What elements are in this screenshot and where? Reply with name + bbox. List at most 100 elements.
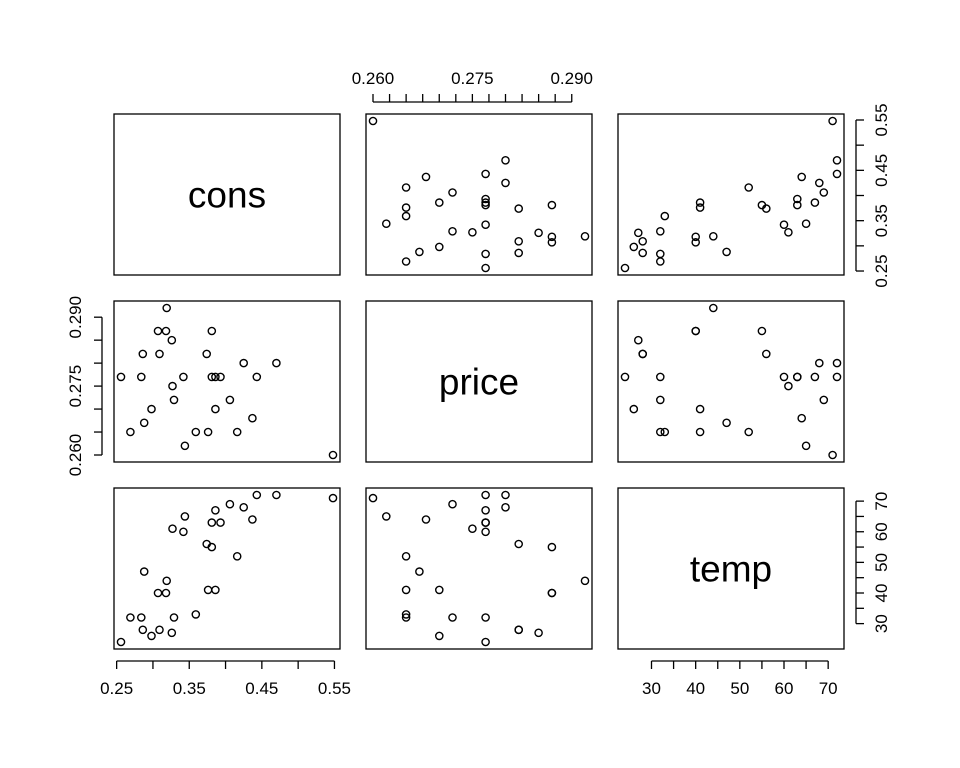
data-point-price-vs-cons-18 [211, 372, 220, 382]
data-point-price-vs-temp-19 [779, 372, 789, 382]
data-point-price-vs-cons-13 [161, 326, 171, 336]
data-point-cons-vs-price-17 [481, 169, 490, 179]
data-point-cons-vs-price-0 [434, 198, 444, 207]
data-point-cons-vs-temp-0 [695, 198, 705, 207]
data-point-price-vs-cons-10 [138, 349, 148, 359]
data-point-cons-vs-price-23 [534, 228, 543, 238]
panel-price-cons [113, 300, 341, 463]
data-point-temp-vs-cons-28 [248, 515, 257, 524]
data-point-price-vs-cons-14 [207, 326, 217, 336]
data-point-temp-vs-cons-16 [272, 490, 281, 500]
data-point-price-vs-temp-26 [695, 427, 705, 437]
data-point-price-vs-temp-16 [832, 358, 842, 368]
tick-label-left-price-0: 0.260 [66, 434, 85, 477]
data-point-cons-vs-price-5 [381, 219, 391, 228]
data-point-temp-vs-cons-4 [225, 499, 235, 509]
data-point-temp-vs-price-16 [501, 490, 510, 500]
data-point-price-vs-temp-28 [797, 413, 807, 423]
panel-temp-cons [113, 487, 341, 650]
data-point-price-vs-cons-20 [162, 303, 171, 313]
tick-label-bottom-temp-4: 70 [819, 679, 838, 698]
data-point-cons-vs-price-21 [547, 237, 557, 247]
data-point-cons-vs-price-27 [401, 183, 411, 192]
data-point-cons-vs-temp-23 [634, 228, 643, 238]
data-point-temp-vs-cons-8 [126, 613, 135, 622]
tick-label-bottom-temp-1: 40 [686, 679, 705, 698]
data-point-temp-vs-price-3 [501, 502, 510, 512]
data-point-temp-vs-price-27 [401, 552, 411, 561]
data-point-cons-vs-temp-21 [691, 237, 701, 247]
data-point-cons-vs-price-7 [415, 247, 424, 257]
data-point-price-vs-cons-3 [239, 358, 248, 368]
tick-label-top-price-1: 0.275 [451, 69, 494, 88]
data-point-price-vs-temp-27 [744, 427, 754, 437]
data-point-cons-vs-price-4 [448, 188, 457, 197]
data-point-temp-vs-cons-23 [167, 628, 177, 638]
data-point-cons-vs-temp-14 [757, 200, 767, 210]
data-point-temp-vs-price-19 [481, 527, 490, 537]
data-point-temp-vs-cons-14 [207, 542, 217, 552]
data-point-temp-vs-price-0 [434, 585, 444, 595]
data-point-temp-vs-price-4 [448, 499, 457, 509]
data-point-temp-vs-cons-19 [179, 527, 188, 537]
data-point-temp-vs-price-23 [534, 628, 543, 638]
data-point-price-vs-cons-9 [116, 372, 126, 382]
data-point-price-vs-cons-28 [248, 413, 257, 423]
data-point-temp-vs-price-25 [401, 610, 411, 619]
data-point-cons-vs-price-16 [501, 155, 510, 165]
data-point-cons-vs-price-12 [448, 226, 457, 236]
data-point-cons-vs-temp-20 [709, 231, 718, 241]
data-point-price-vs-cons-22 [136, 372, 146, 382]
data-point-temp-vs-cons-12 [169, 613, 179, 622]
data-point-temp-vs-price-29 [368, 493, 378, 503]
data-point-temp-vs-cons-2 [216, 518, 225, 527]
data-point-cons-vs-temp-5 [801, 219, 811, 228]
variable-label-temp: temp [690, 549, 772, 590]
data-point-price-vs-cons-1 [202, 349, 211, 359]
panel-temp-price [365, 487, 593, 650]
data-point-cons-vs-price-1 [514, 204, 524, 213]
data-point-price-vs-cons-17 [252, 372, 262, 382]
data-point-cons-vs-price-19 [481, 220, 490, 229]
data-point-cons-vs-price-25 [401, 211, 411, 221]
data-point-cons-vs-temp-9 [620, 263, 630, 273]
data-point-price-vs-cons-2 [216, 372, 225, 382]
data-point-price-vs-cons-16 [272, 358, 281, 368]
data-point-temp-vs-price-6 [468, 524, 477, 534]
data-point-temp-vs-price-15 [481, 518, 490, 527]
tick-label-bottom-temp-0: 30 [642, 679, 661, 698]
data-point-cons-vs-temp-12 [656, 226, 665, 236]
tick-label-bottom-cons-0: 0.25 [100, 679, 133, 698]
tick-label-top-price-0: 0.260 [352, 69, 395, 88]
data-point-temp-vs-price-8 [401, 613, 411, 622]
panel-price-temp [617, 300, 845, 463]
data-point-price-vs-cons-21 [153, 326, 163, 336]
data-point-price-vs-cons-4 [225, 395, 235, 405]
data-point-cons-vs-temp-8 [656, 257, 665, 266]
data-point-price-vs-temp-12 [656, 395, 665, 405]
data-point-cons-vs-temp-29 [828, 116, 837, 126]
tick-label-right-cons-1: 0.35 [872, 204, 891, 237]
data-point-price-vs-cons-19 [179, 372, 188, 382]
data-point-temp-vs-price-22 [481, 613, 490, 622]
data-point-temp-vs-price-24 [514, 625, 524, 635]
data-point-price-vs-cons-8 [126, 427, 135, 437]
panel-cons-temp [617, 113, 845, 276]
data-point-price-vs-cons-29 [328, 450, 338, 460]
tick-label-left-price-1: 0.275 [66, 365, 85, 408]
data-point-temp-vs-cons-21 [153, 588, 163, 598]
data-point-price-vs-temp-3 [815, 358, 824, 368]
data-point-cons-vs-price-13 [547, 232, 557, 242]
data-point-temp-vs-price-14 [547, 542, 557, 552]
data-point-cons-vs-price-10 [514, 248, 524, 258]
panel-temp-temp [617, 487, 845, 650]
data-point-temp-vs-cons-9 [116, 637, 126, 647]
data-point-price-vs-temp-25 [660, 427, 670, 437]
data-point-price-vs-cons-0 [211, 404, 220, 414]
variable-label-price: price [439, 362, 519, 403]
data-point-temp-vs-cons-20 [162, 576, 171, 586]
data-point-price-vs-cons-5 [180, 441, 190, 451]
data-point-cons-vs-temp-15 [793, 200, 802, 210]
data-point-cons-vs-temp-11 [629, 242, 639, 252]
